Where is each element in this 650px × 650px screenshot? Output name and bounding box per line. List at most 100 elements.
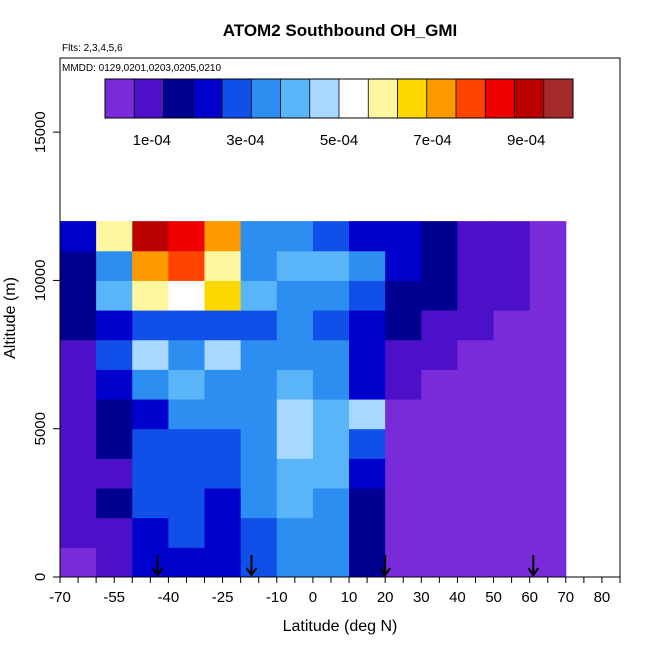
colorbar-tick-label: 1e-04 bbox=[133, 132, 171, 149]
heatmap-cell bbox=[240, 310, 278, 341]
heatmap-cell bbox=[96, 488, 133, 519]
colorbar-swatch bbox=[426, 79, 457, 118]
heatmap-cell bbox=[96, 458, 133, 489]
heatmap-cell bbox=[349, 369, 386, 400]
heatmap-cell bbox=[168, 517, 206, 548]
heatmap-cell bbox=[529, 339, 567, 370]
heatmap-cell bbox=[276, 369, 314, 400]
colorbar-swatch bbox=[134, 79, 164, 118]
heatmap-cell bbox=[168, 547, 206, 578]
heatmap-cell bbox=[276, 280, 314, 311]
colorbar-tick-label: 3e-04 bbox=[226, 132, 264, 149]
heatmap-cell bbox=[385, 517, 422, 548]
heatmap-cell bbox=[312, 458, 350, 489]
heatmap-cell bbox=[60, 221, 97, 252]
heatmap-cell bbox=[493, 310, 531, 341]
heatmap-cell bbox=[312, 517, 350, 548]
heatmap-cell bbox=[168, 221, 206, 252]
heatmap-cell bbox=[96, 517, 133, 548]
heatmap-cell bbox=[132, 488, 169, 519]
heatmap-cell bbox=[349, 399, 386, 430]
heatmap-cell bbox=[60, 458, 97, 489]
heatmap-cell bbox=[349, 280, 386, 311]
heatmap-cell bbox=[385, 280, 422, 311]
heatmap-cell bbox=[96, 428, 133, 459]
heatmap-cell bbox=[60, 428, 97, 459]
y-axis-label: Altitude (m) bbox=[2, 277, 19, 359]
x-axis: -70 -55 -40 -25 -10 0 10 20 30 40 50 60 70 80 bbox=[49, 577, 621, 606]
heatmap-cell bbox=[385, 458, 422, 489]
heatmap-cell bbox=[132, 280, 169, 311]
heatmap-cell bbox=[529, 517, 567, 548]
arrow-marker bbox=[151, 555, 164, 577]
heatmap-cell bbox=[421, 369, 458, 400]
heatmap-cell bbox=[96, 339, 133, 370]
heatmap-cell bbox=[385, 547, 422, 578]
colorbar-tick-label: 7e-04 bbox=[413, 132, 451, 149]
heatmap-cell bbox=[132, 458, 169, 489]
heatmap-cell bbox=[240, 339, 278, 370]
heatmap-cell bbox=[312, 547, 350, 578]
heatmap-cell bbox=[204, 547, 242, 578]
heatmap-cell bbox=[529, 250, 567, 281]
heatmap-cell bbox=[421, 488, 458, 519]
colorbar-swatch bbox=[280, 79, 311, 118]
heatmap-cell bbox=[240, 458, 278, 489]
heatmap-cell bbox=[493, 250, 531, 281]
colorbar-swatch bbox=[192, 79, 223, 118]
heatmap-cell bbox=[529, 458, 567, 489]
heatmap-cell bbox=[168, 458, 206, 489]
heatmap-cell bbox=[204, 221, 242, 252]
heatmap-cell bbox=[457, 488, 495, 519]
heatmap-cell bbox=[132, 339, 169, 370]
heatmap-cell bbox=[457, 250, 495, 281]
heatmap-cell bbox=[457, 280, 495, 311]
heatmap-cell bbox=[240, 488, 278, 519]
heatmap-cell bbox=[96, 399, 133, 430]
x-tick-label: -55 bbox=[103, 589, 125, 606]
heatmap-cell bbox=[385, 310, 422, 341]
heatmap-cell bbox=[168, 280, 206, 311]
heatmap-cell bbox=[349, 310, 386, 341]
heatmap-cell bbox=[493, 547, 531, 578]
colorbar-swatch bbox=[456, 79, 486, 118]
heatmap-cell bbox=[168, 250, 206, 281]
heatmap-cell bbox=[385, 339, 422, 370]
heatmap-cell bbox=[312, 250, 350, 281]
heatmap-cell bbox=[276, 399, 314, 430]
heatmap-cell bbox=[168, 369, 206, 400]
heatmap-cell bbox=[529, 369, 567, 400]
heatmap-cell bbox=[204, 310, 242, 341]
colorbar-swatch bbox=[339, 79, 369, 118]
heatmap-cell bbox=[457, 221, 495, 252]
x-tick-label: -70 bbox=[49, 589, 71, 606]
heatmap-cell bbox=[493, 458, 531, 489]
heatmap-cell bbox=[60, 339, 97, 370]
heatmap-cell bbox=[312, 339, 350, 370]
colorbar-tick-label: 9e-04 bbox=[507, 132, 545, 149]
heatmap-cell bbox=[276, 517, 314, 548]
heatmap-cell bbox=[457, 369, 495, 400]
y-tick-label: 15000 bbox=[32, 111, 49, 153]
heatmap-cell bbox=[457, 517, 495, 548]
heatmap-cell bbox=[132, 221, 169, 252]
heatmap-cell bbox=[204, 428, 242, 459]
heatmap-cell bbox=[204, 369, 242, 400]
heatmap-cell bbox=[276, 339, 314, 370]
heatmap-cell bbox=[132, 399, 169, 430]
heatmap-cell bbox=[96, 369, 133, 400]
x-tick-label: 30 bbox=[413, 589, 430, 606]
heatmap-cell bbox=[421, 310, 458, 341]
heatmap-cell bbox=[60, 399, 97, 430]
heatmap-cell bbox=[132, 517, 169, 548]
heatmap-cell bbox=[349, 428, 386, 459]
heatmap-cell bbox=[312, 399, 350, 430]
colorbar-swatch bbox=[397, 79, 428, 118]
heatmap-cell bbox=[240, 250, 278, 281]
heatmap-cell bbox=[204, 488, 242, 519]
heatmap-cell bbox=[529, 488, 567, 519]
heatmap-cell bbox=[312, 310, 350, 341]
heatmap-cell bbox=[421, 399, 458, 430]
heatmap-cell bbox=[132, 369, 169, 400]
heatmap-cell bbox=[276, 458, 314, 489]
